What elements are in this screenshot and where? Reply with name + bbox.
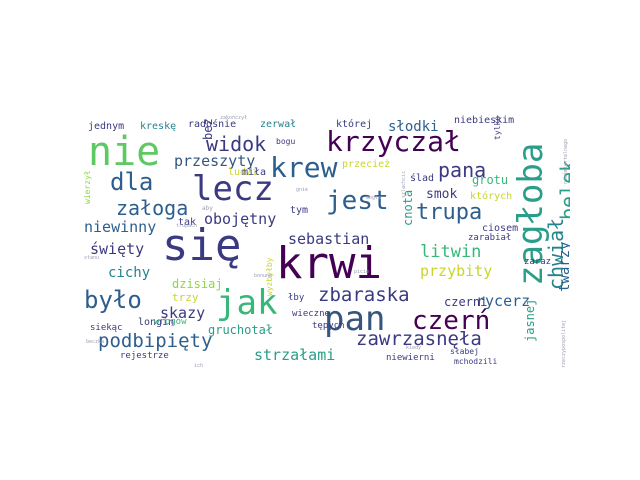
word-wieczne: wieczne <box>292 309 330 319</box>
word-skazy: skazy <box>160 304 206 322</box>
word-dla: dla <box>110 168 154 196</box>
word-czern: czerń <box>412 306 491 336</box>
word-bogu: bogu <box>276 137 296 146</box>
word-twarzy: twarzy <box>557 241 570 292</box>
word-krzyczal: krzyczał <box>326 125 461 158</box>
word-zerwal: zerwał <box>260 119 297 130</box>
word-tak: tak <box>178 217 197 228</box>
word-smok: smok <box>426 187 458 202</box>
word-czerni: czerni <box>444 295 488 309</box>
word-szlachcic: szlachcic <box>401 170 407 198</box>
word-stanu: stanu <box>84 255 100 261</box>
word-ludzi: ludzi <box>228 167 259 178</box>
word-pan: pan <box>324 299 386 339</box>
word-gnie: gnie <box>296 187 309 193</box>
word-niebieskim: niebieskim <box>454 115 515 126</box>
word-krwi: krwi <box>276 238 382 289</box>
word-slodki: słodki <box>388 119 439 135</box>
word-zawrzasnela: zawrzasnęła <box>356 328 482 350</box>
word-krew: krew <box>270 151 338 184</box>
word-lecz: lecz <box>192 169 274 209</box>
word-siekac: siekąc <box>90 323 123 333</box>
word-mila: miła <box>242 167 267 178</box>
word-wierzyl: wierzył <box>83 170 92 204</box>
word-aby: aby <box>202 205 213 212</box>
word-jest: jest <box>326 186 389 216</box>
word-jednym: jednym <box>88 121 125 132</box>
word-kreske: kreskę <box>140 121 177 132</box>
word-tym: tym <box>290 205 309 216</box>
word-widok: widok <box>206 132 267 156</box>
word-ciosem: ciosem <box>482 223 519 234</box>
word-sie: się <box>162 220 242 271</box>
word-zaraz: zaraz <box>524 257 552 267</box>
word-tepych: tępych <box>312 321 345 331</box>
word-litwin: litwin <box>420 242 482 262</box>
word-tylko: tylko <box>493 115 502 140</box>
word-pana: pana <box>438 158 487 182</box>
word-zarabial: zarabiał <box>468 233 512 243</box>
word-rzeczypospolitej: rzeczypospolitej <box>561 319 567 368</box>
word-zbaraska: zbaraska <box>318 284 410 306</box>
word-zaloga: załoga <box>116 196 189 220</box>
word-grotu: grotu <box>472 173 509 187</box>
word-niewinny: niewinny <box>84 218 157 236</box>
word-jak: jak <box>216 283 278 323</box>
word-mchodzili: mchodzili <box>454 357 498 366</box>
word-lby: łby <box>288 293 305 303</box>
word-ktorej: której <box>336 119 373 130</box>
word-wrogow: wrogów <box>154 317 187 327</box>
word-nie: nie <box>88 129 161 175</box>
word-rycerz: rycerz <box>476 292 531 310</box>
word-trzy: trzy <box>172 291 199 304</box>
word-niesmiertelnego: nieśmiertelnego <box>563 138 569 184</box>
word-slad: ślad <box>410 173 435 184</box>
word-zakonczyl: zakończył <box>220 115 248 121</box>
word-kiedy: kiedy <box>406 345 422 351</box>
word-ich: ich <box>194 363 204 369</box>
word-przybity: przybity <box>420 262 493 280</box>
word-bonuna: bonuna <box>254 273 273 279</box>
word-gruchotal: gruchotał <box>208 323 274 337</box>
word-longin: longin <box>138 317 175 328</box>
word-trupa: trupa <box>416 200 483 225</box>
word-bylo: było <box>84 286 142 314</box>
word-rejestrze: rejestrze <box>120 351 169 361</box>
word-jasnej: jasnej <box>523 298 537 342</box>
word-trupach: trupach <box>176 223 198 229</box>
word-strzalami: strzałami <box>254 346 336 364</box>
word-obojetny: obojętny <box>204 210 277 228</box>
word-cichy: cichy <box>108 265 151 281</box>
word-przeszyty: przeszyty <box>174 152 256 170</box>
word-ktorych: których <box>470 191 513 202</box>
word-slabej: słabej <box>450 347 479 356</box>
word-niewierni: niewierni <box>386 353 435 363</box>
word-mogla: mogła <box>366 195 382 201</box>
word-sebastian: sebastian <box>288 230 370 248</box>
word-przeciez: przecież <box>342 159 391 170</box>
word-radosnie: radośnie <box>188 119 237 130</box>
word-beczka: beczka <box>86 339 105 345</box>
word-podbipiety: podbipięty <box>98 330 213 352</box>
word-cloud: się krwi nie lecz jak zagłoba pan krzycz… <box>80 110 570 370</box>
word-picie: picie <box>354 269 370 275</box>
word-swiety: święty <box>90 240 145 258</box>
word-dzisiaj: dzisiaj <box>172 277 223 291</box>
